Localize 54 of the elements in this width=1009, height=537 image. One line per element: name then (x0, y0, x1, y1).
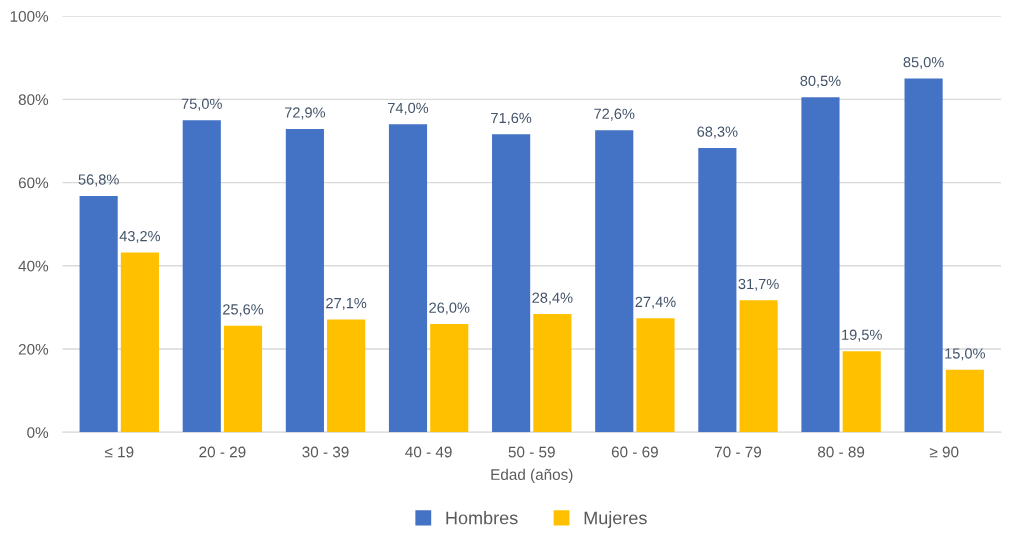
bar (698, 148, 737, 433)
bar (388, 124, 428, 433)
data-label: 27,4% (635, 296, 676, 309)
bar (327, 319, 366, 433)
x-tick-label: 70 - 79 (714, 446, 762, 458)
bar (120, 252, 159, 433)
bar (739, 300, 778, 433)
bar (945, 369, 984, 433)
x-tick-label: 80 - 89 (817, 446, 865, 458)
y-tick-label: 60% (18, 177, 49, 189)
bar (492, 134, 531, 433)
bar (842, 351, 881, 433)
legend-label: Mujeres (584, 511, 647, 528)
y-tick-label: 40% (18, 260, 49, 272)
data-label: 19,5% (842, 329, 882, 342)
bar (285, 128, 324, 433)
x-tick-label: 40 - 49 (405, 446, 452, 458)
x-tick-label: 20 - 29 (199, 446, 246, 458)
legend-label: Hombres (446, 511, 518, 525)
data-label: 15,0% (945, 348, 985, 361)
y-tick-label: 0% (27, 427, 49, 438)
data-label: 72,9% (284, 107, 326, 120)
data-label: 25,6% (223, 304, 264, 317)
bar (595, 130, 634, 433)
x-tick-label: 60 - 69 (611, 446, 658, 458)
x-tick-label: 30 - 39 (302, 446, 349, 458)
y-tick-label: 100% (10, 10, 49, 22)
bar (182, 120, 221, 433)
data-label: 72,6% (594, 108, 635, 121)
x-axis-title: Edad (años) (491, 468, 573, 483)
bar (430, 324, 469, 433)
x-tick-label: ≥ 90 (929, 446, 959, 458)
x-tick-label: ≤ 19 (104, 446, 134, 458)
data-label: 68,3% (697, 126, 738, 139)
bar (636, 318, 675, 433)
bar (223, 325, 263, 433)
x-tick-label: 50 - 59 (508, 446, 555, 458)
bar (801, 97, 840, 433)
data-label: 85,0% (903, 56, 944, 70)
data-label: 75,0% (181, 98, 222, 111)
bar (79, 195, 118, 433)
data-label: 74,0% (388, 102, 429, 115)
data-label: 26,0% (429, 302, 470, 315)
bar (533, 314, 572, 433)
data-label: 43,2% (119, 230, 161, 243)
bar (904, 78, 943, 433)
data-label: 71,6% (491, 112, 532, 125)
y-tick-label: 80% (18, 94, 49, 106)
data-label: 27,1% (326, 297, 367, 311)
y-tick-label: 20% (18, 343, 49, 355)
data-label: 31,7% (738, 278, 779, 291)
data-label: 80,5% (800, 75, 841, 88)
data-label: 28,4% (532, 292, 573, 305)
data-label: 56,8% (78, 174, 119, 187)
